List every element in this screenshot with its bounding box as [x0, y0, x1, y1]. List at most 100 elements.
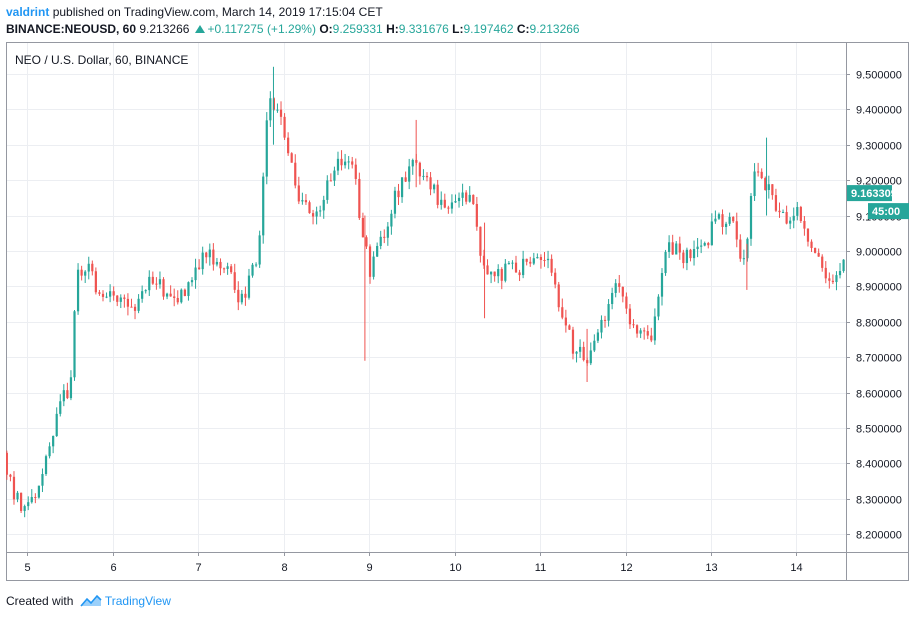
candle-body[interactable]: [735, 221, 738, 240]
candle-body[interactable]: [354, 164, 357, 179]
candle-body[interactable]: [660, 273, 664, 297]
candle-body[interactable]: [80, 269, 83, 276]
candle-body[interactable]: [365, 237, 368, 247]
candle-body[interactable]: [803, 220, 806, 229]
candle-body[interactable]: [251, 264, 254, 276]
candle-body[interactable]: [778, 210, 781, 213]
candle-body[interactable]: [372, 256, 375, 277]
candle-body[interactable]: [760, 171, 763, 179]
candle-body[interactable]: [130, 306, 133, 308]
candle-body[interactable]: [835, 275, 838, 283]
candle-body[interactable]: [176, 297, 179, 303]
candle-body[interactable]: [194, 267, 197, 281]
candle-body[interactable]: [76, 269, 80, 312]
candle-body[interactable]: [390, 213, 393, 227]
candle-body[interactable]: [393, 190, 397, 214]
candle-body[interactable]: [429, 177, 432, 190]
candle-body[interactable]: [98, 292, 101, 294]
candle-body[interactable]: [454, 201, 457, 203]
candle-body[interactable]: [568, 325, 571, 330]
candle-body[interactable]: [817, 252, 820, 257]
candle-body[interactable]: [41, 474, 44, 486]
candle-body[interactable]: [187, 282, 190, 296]
candle-body[interactable]: [668, 242, 671, 253]
candle-body[interactable]: [283, 116, 286, 138]
candle-body[interactable]: [721, 214, 724, 227]
chart-panel[interactable]: NEO / U.S. Dollar, 60, BINANCE 9.500000 9…: [6, 42, 909, 581]
candle-body[interactable]: [397, 190, 400, 198]
price-axis[interactable]: 9.5000009.4000009.3000009.2000009.100000…: [846, 70, 902, 542]
candle-body[interactable]: [468, 194, 471, 202]
candle-body[interactable]: [262, 176, 265, 236]
candle-body[interactable]: [479, 226, 482, 256]
candle-body[interactable]: [84, 271, 87, 276]
candle-body[interactable]: [297, 185, 300, 202]
candles[interactable]: [6, 66, 845, 518]
candle-body[interactable]: [732, 216, 735, 222]
candle-body[interactable]: [155, 283, 158, 285]
candle-body[interactable]: [643, 330, 646, 332]
candle-body[interactable]: [94, 271, 97, 293]
candle-body[interactable]: [774, 195, 778, 211]
candle-body[interactable]: [653, 316, 656, 341]
author-name[interactable]: valdrint: [6, 5, 50, 19]
candle-body[interactable]: [383, 236, 386, 238]
candle-body[interactable]: [408, 166, 411, 182]
candle-body[interactable]: [109, 291, 112, 297]
candle-body[interactable]: [319, 210, 322, 212]
candle-body[interactable]: [244, 293, 247, 298]
candle-body[interactable]: [112, 291, 115, 296]
candle-body[interactable]: [290, 153, 293, 163]
candle-body[interactable]: [219, 261, 222, 269]
candle-body[interactable]: [675, 243, 678, 255]
candle-body[interactable]: [73, 311, 76, 378]
candlestick-chart[interactable]: NEO / U.S. Dollar, 60, BINANCE 9.500000 9…: [6, 42, 909, 581]
candle-body[interactable]: [351, 161, 354, 165]
candle-body[interactable]: [842, 259, 845, 272]
candle-body[interactable]: [151, 276, 154, 284]
candle-body[interactable]: [62, 390, 65, 402]
candle-body[interactable]: [329, 180, 332, 182]
candle-body[interactable]: [739, 239, 742, 259]
candle-body[interactable]: [557, 284, 560, 308]
candle-body[interactable]: [208, 249, 211, 258]
candle-body[interactable]: [379, 236, 382, 246]
candle-body[interactable]: [361, 217, 365, 238]
candle-body[interactable]: [123, 297, 126, 299]
candle-body[interactable]: [792, 215, 795, 221]
candle-body[interactable]: [571, 329, 575, 354]
candle-body[interactable]: [500, 269, 503, 281]
candle-body[interactable]: [173, 296, 176, 298]
candle-body[interactable]: [489, 271, 493, 275]
candle-body[interactable]: [742, 258, 745, 260]
candle-body[interactable]: [692, 249, 696, 259]
candle-body[interactable]: [525, 258, 528, 262]
candle-body[interactable]: [589, 350, 592, 364]
candle-body[interactable]: [532, 258, 535, 264]
candle-body[interactable]: [522, 258, 525, 276]
candle-body[interactable]: [781, 212, 785, 214]
candle-body[interactable]: [799, 207, 802, 221]
candle-body[interactable]: [425, 175, 429, 178]
candle-body[interactable]: [596, 332, 600, 341]
candle-body[interactable]: [710, 221, 713, 246]
candle-body[interactable]: [340, 158, 343, 166]
candle-body[interactable]: [493, 271, 496, 277]
candle-body[interactable]: [322, 199, 325, 211]
candle-body[interactable]: [806, 228, 810, 242]
candle-body[interactable]: [621, 286, 624, 297]
candle-body[interactable]: [230, 266, 233, 273]
candle-body[interactable]: [600, 319, 603, 333]
candle-body[interactable]: [465, 192, 468, 202]
candle-body[interactable]: [764, 178, 767, 190]
candle-body[interactable]: [52, 436, 55, 447]
candle-body[interactable]: [607, 304, 610, 321]
candle-body[interactable]: [539, 257, 543, 260]
candle-body[interactable]: [575, 351, 578, 354]
candle-body[interactable]: [635, 325, 639, 334]
candle-body[interactable]: [212, 249, 215, 265]
candle-body[interactable]: [504, 263, 507, 281]
candle-body[interactable]: [664, 252, 667, 274]
candle-body[interactable]: [436, 184, 439, 205]
candle-body[interactable]: [358, 178, 361, 218]
